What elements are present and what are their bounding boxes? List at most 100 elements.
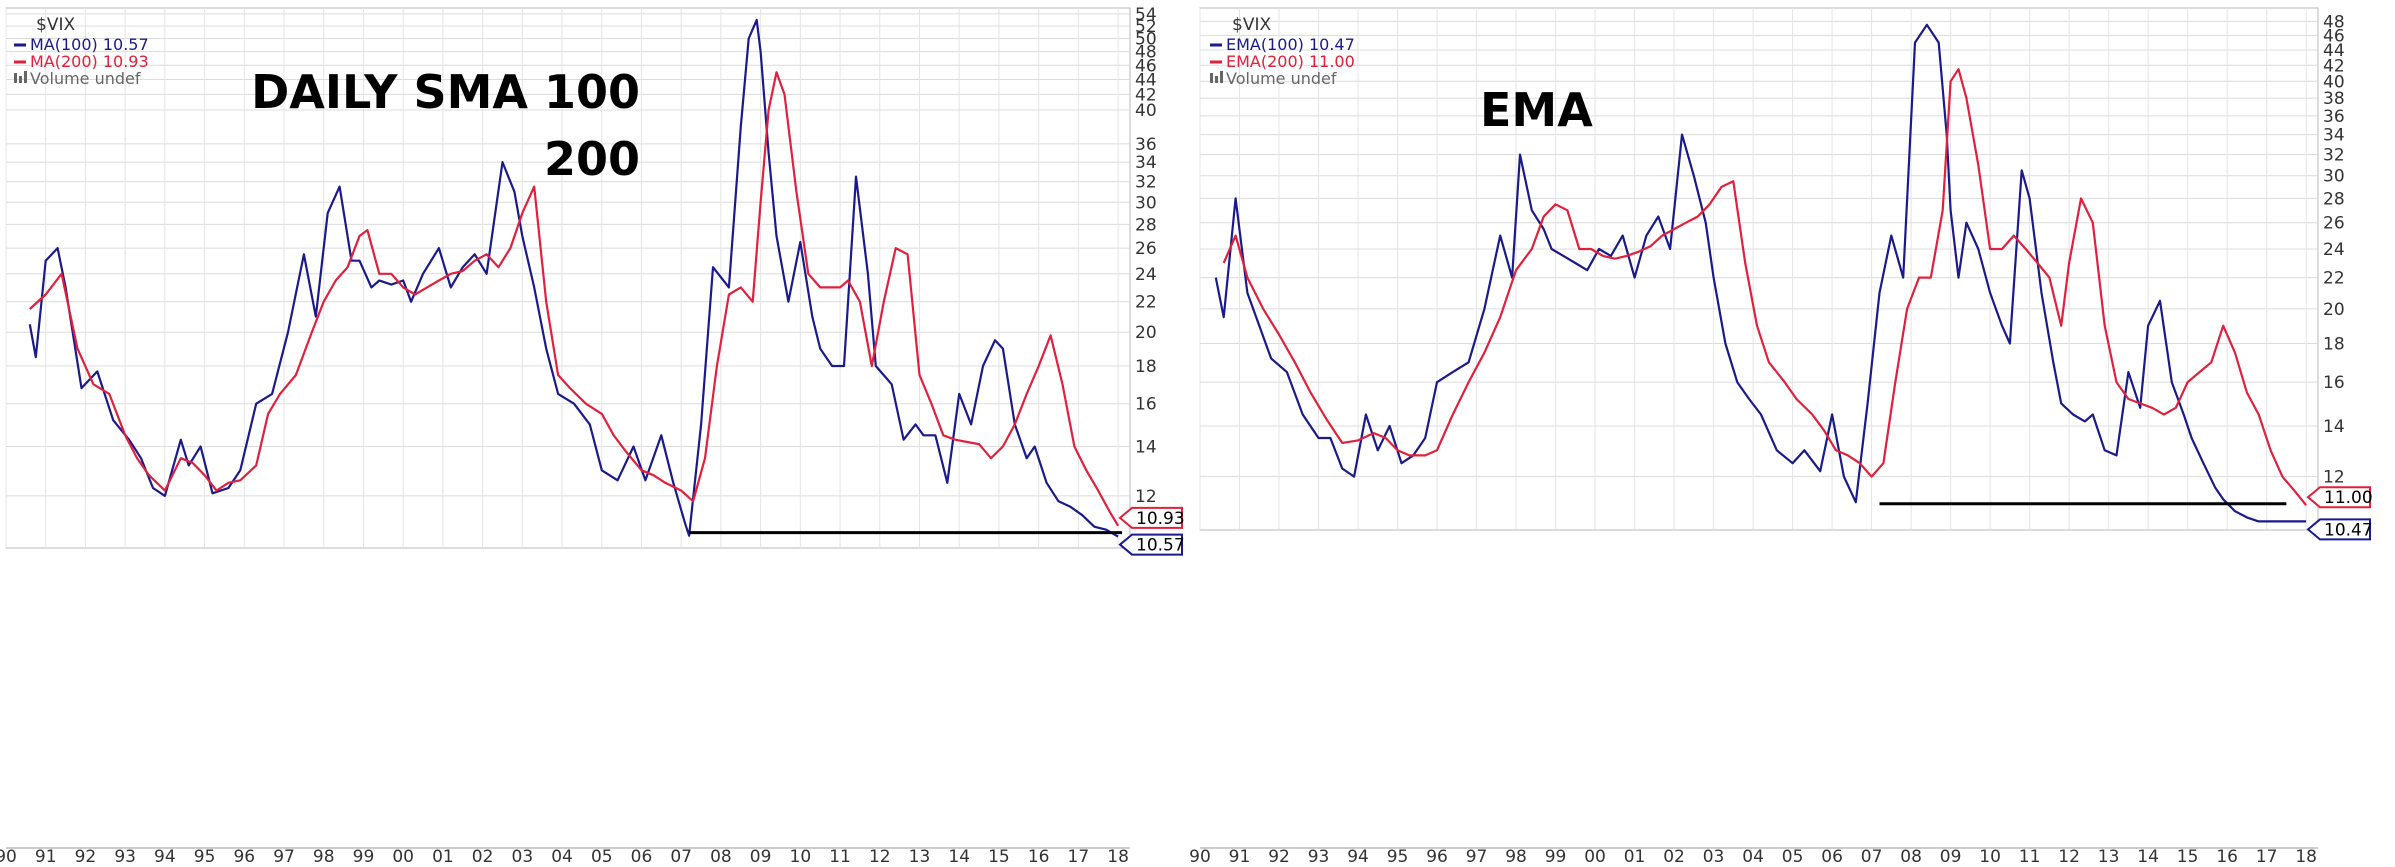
price-tag-label: 10.93: [1136, 509, 1185, 529]
series-line-ma100: [28, 18, 1119, 538]
x-tick-label: 11: [2019, 847, 2041, 867]
y-tick-label: 20: [1135, 323, 1157, 343]
price-tag-label: 11.00: [2324, 488, 2373, 508]
y-tick-label: 18: [2323, 334, 2345, 354]
x-tick-label: 90: [0, 847, 17, 867]
chart-annotation: DAILY SMA 100: [251, 65, 640, 119]
chart-symbol: $VIX: [1232, 15, 1271, 35]
y-tick-label: 12: [1135, 487, 1157, 507]
x-tick-label: 91: [1229, 847, 1251, 867]
x-tick-label: 18: [1107, 847, 1129, 867]
plot-area-1: [1199, 7, 2319, 531]
y-tick-label: 40: [2323, 72, 2345, 92]
y-tick-label: 50: [1135, 30, 1157, 50]
y-tick-label: 26: [2323, 214, 2345, 234]
y-tick-label: 14: [1135, 438, 1157, 458]
y-tick-label: 24: [1135, 265, 1157, 285]
x-tick-label: 13: [2098, 847, 2120, 867]
x-tick-label: 06: [631, 847, 653, 867]
y-tick-label: 52: [1135, 17, 1157, 37]
x-tick-label: 08: [1900, 847, 1922, 867]
x-tick-label: 04: [551, 847, 573, 867]
y-tick-label: 34: [1135, 153, 1157, 173]
chart-annotation: 200: [544, 132, 640, 186]
x-tick-label: 94: [154, 847, 176, 867]
y-tick-label: 22: [2323, 269, 2345, 289]
y-tick-label: 24: [2323, 240, 2345, 260]
x-tick-label: 97: [273, 847, 295, 867]
legend-entry: Volume undef: [1226, 69, 1337, 88]
x-tick-label: 11: [829, 847, 851, 867]
x-tick-label: 99: [353, 847, 375, 867]
volume-icon-bar: [1220, 71, 1223, 83]
price-tag: 10.47: [2306, 518, 2373, 541]
y-tick-label: 54: [1135, 5, 1157, 25]
x-tick-label: 92: [1268, 847, 1290, 867]
y-tick-label: 20: [2323, 300, 2345, 320]
x-tick-label: 95: [194, 847, 216, 867]
y-tick-label: 28: [2323, 189, 2345, 209]
y-tick-label: 32: [2323, 146, 2345, 166]
chart-symbol: $VIX: [36, 15, 75, 35]
x-tick-label: 10: [1979, 847, 2001, 867]
y-tick-label: 18: [1135, 357, 1157, 377]
y-tick-label: 36: [2323, 107, 2345, 127]
x-tick-label: 97: [1466, 847, 1488, 867]
y-tick-label: 22: [1135, 293, 1157, 313]
series-line-ema200: [1222, 68, 2307, 506]
x-tick-label: 15: [2177, 847, 2199, 867]
y-tick-label: 30: [1135, 193, 1157, 213]
y-tick-label: 34: [2323, 126, 2345, 146]
x-tick-label: 04: [1742, 847, 1764, 867]
price-tag-label: 10.47: [2324, 520, 2373, 540]
legend-entry: EMA(200) 11.00: [1226, 52, 1355, 71]
x-tick-label: 98: [313, 847, 335, 867]
y-tick-label: 38: [2323, 89, 2345, 109]
y-tick-label: 16: [2323, 373, 2345, 393]
x-tick-label: 02: [472, 847, 494, 867]
x-tick-label: 90: [1189, 847, 1211, 867]
x-tick-label: 95: [1387, 847, 1409, 867]
x-tick-label: 12: [869, 847, 891, 867]
x-tick-label: 17: [2256, 847, 2278, 867]
price-tag-box: [1118, 533, 1183, 556]
volume-icon: [14, 73, 17, 83]
x-tick-label: 91: [35, 847, 57, 867]
price-tag-label: 10.57: [1136, 536, 1185, 556]
legend-entry: EMA(100) 10.47: [1226, 35, 1355, 54]
legend-entry: MA(100) 10.57: [30, 35, 149, 54]
x-tick-label: 92: [75, 847, 97, 867]
x-tick-label: 15: [988, 847, 1010, 867]
x-tick-label: 09: [1940, 847, 1962, 867]
y-tick-label: 12: [2323, 468, 2345, 488]
x-tick-label: 16: [2216, 847, 2238, 867]
y-tick-label: 46: [2323, 26, 2345, 46]
x-tick-label: 13: [909, 847, 931, 867]
series-line-ema100: [1214, 23, 2307, 523]
legend-entry: Volume undef: [30, 69, 141, 88]
y-tick-label: 16: [1135, 395, 1157, 415]
y-tick-label: 40: [1135, 101, 1157, 121]
x-tick-label: 18: [2295, 847, 2317, 867]
price-tag: 11.00: [2306, 486, 2373, 509]
series-line-ma200: [29, 71, 1120, 527]
y-tick-label: 36: [1135, 135, 1157, 155]
price-tag-box: [1118, 506, 1183, 529]
x-tick-label: 12: [2058, 847, 2080, 867]
x-tick-label: 96: [233, 847, 255, 867]
x-tick-label: 93: [114, 847, 136, 867]
y-tick-label: 46: [1135, 56, 1157, 76]
y-tick-label: 28: [1135, 215, 1157, 235]
x-tick-label: 99: [1545, 847, 1567, 867]
price-tag-box: [2306, 518, 2371, 541]
volume-icon: [1210, 73, 1213, 83]
x-tick-label: 16: [1028, 847, 1050, 867]
x-tick-label: 07: [1861, 847, 1883, 867]
x-tick-label: 02: [1663, 847, 1685, 867]
price-tag-box: [2306, 486, 2371, 509]
x-tick-label: 17: [1068, 847, 1090, 867]
y-tick-label: 48: [1135, 43, 1157, 63]
